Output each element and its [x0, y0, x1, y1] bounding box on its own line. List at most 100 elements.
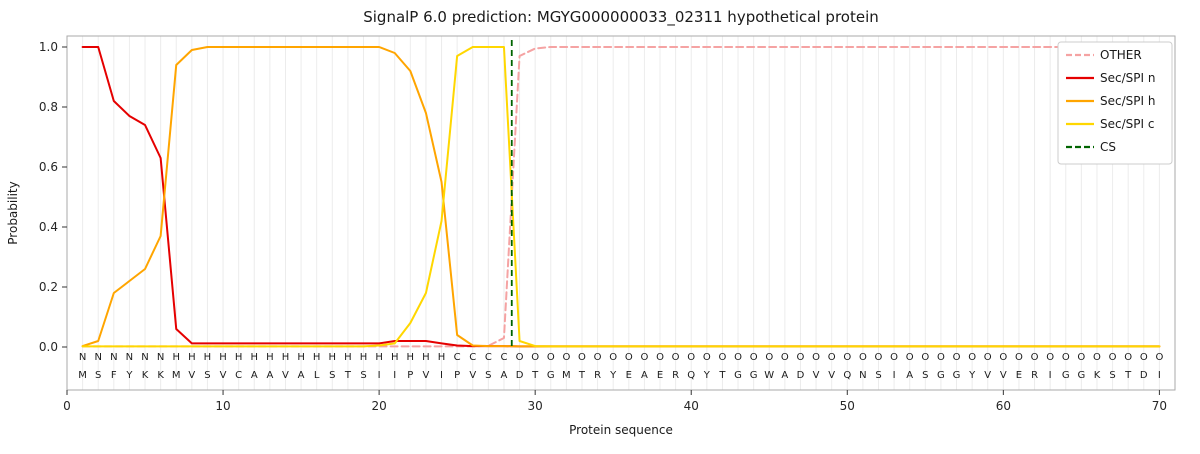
region-label: O [859, 352, 867, 363]
region-label: O [797, 352, 805, 363]
region-label: H [344, 352, 352, 363]
residue-letter: A [251, 370, 258, 381]
region-label: O [1093, 352, 1101, 363]
residue-letter: P [407, 370, 413, 381]
region-label: O [734, 352, 742, 363]
legend-label: OTHER [1100, 48, 1142, 62]
region-label: O [1031, 352, 1039, 363]
region-label: H [219, 352, 227, 363]
residue-letter: R [594, 370, 601, 381]
residue-letter: D [797, 370, 805, 381]
residue-letter: S [360, 370, 366, 381]
region-label: O [890, 352, 898, 363]
region-label: H [172, 352, 180, 363]
region-label: O [984, 352, 992, 363]
y-tick-label: 0.8 [39, 100, 58, 114]
plot-frame [66, 35, 1176, 391]
x-axis-ticks: 0 10 20 30 40 50 60 70 [63, 390, 1167, 413]
legend-label: Sec/SPI n [1100, 71, 1155, 85]
region-label: O [516, 352, 524, 363]
region-label: O [1140, 352, 1148, 363]
region-label: H [375, 352, 383, 363]
region-label: O [656, 352, 664, 363]
region-label: C [500, 352, 507, 363]
residue-letter: T [531, 370, 539, 381]
residue-letter: V [813, 370, 820, 381]
y-axis-ticks: 0.0 0.2 0.4 0.6 0.8 1.0 [39, 40, 67, 354]
region-label: O [1155, 352, 1163, 363]
residue-letter: S [1109, 370, 1115, 381]
residue-letter: G [750, 370, 758, 381]
residue-letter: S [329, 370, 335, 381]
x-tick-label: 0 [63, 399, 71, 413]
residue-letter: E [657, 370, 663, 381]
region-label: H [360, 352, 368, 363]
region-label: O [687, 352, 695, 363]
region-label: O [968, 352, 976, 363]
residue-letter: M [562, 370, 571, 381]
residue-letter: W [764, 370, 774, 381]
region-label: N [79, 352, 86, 363]
residue-letter: A [906, 370, 913, 381]
residue-letter: E [1016, 370, 1022, 381]
y-tick-label: 1.0 [39, 40, 58, 54]
legend-label: Sec/SPI c [1100, 117, 1154, 131]
residue-letter: V [469, 370, 476, 381]
region-label: O [765, 352, 773, 363]
residue-letter: I [893, 370, 896, 381]
residue-letter: N [859, 370, 866, 381]
x-axis-label: Protein sequence [569, 423, 673, 437]
region-label: O [843, 352, 851, 363]
residue-letter: D [1140, 370, 1148, 381]
legend-box [1057, 41, 1173, 165]
legend: OTHER Sec/SPI n Sec/SPI h Sec/SPI c CS [1057, 41, 1173, 165]
region-label: N [110, 352, 117, 363]
region-label: O [1015, 352, 1023, 363]
region-label: N [126, 352, 133, 363]
series-line-other [81, 46, 1161, 348]
region-label: N [94, 352, 101, 363]
chart-title: SignalP 6.0 prediction: MGYG000000033_02… [363, 8, 879, 27]
region-label: O [781, 352, 789, 363]
region-label: H [188, 352, 196, 363]
region-label: C [469, 352, 476, 363]
x-tick-label: 10 [215, 399, 230, 413]
region-label: C [485, 352, 492, 363]
region-label: H [251, 352, 259, 363]
region-label: O [640, 352, 648, 363]
region-label: O [609, 352, 617, 363]
region-label: H [329, 352, 337, 363]
residue-letter: G [734, 370, 742, 381]
region-label: H [266, 352, 274, 363]
region-label: O [1077, 352, 1085, 363]
region-label: O [999, 352, 1007, 363]
region-label: H [407, 352, 415, 363]
residue-letter: G [953, 370, 961, 381]
region-label: N [141, 352, 148, 363]
x-tick-label: 20 [371, 399, 386, 413]
y-tick-label: 0.6 [39, 160, 58, 174]
residue-letter: Q [687, 370, 695, 381]
x-tick-label: 40 [684, 399, 699, 413]
region-label: H [235, 352, 243, 363]
region-label: H [438, 352, 446, 363]
residue-letter: Q [843, 370, 851, 381]
residue-letter: I [393, 370, 396, 381]
residue-letter: Y [125, 370, 133, 381]
region-label: O [937, 352, 945, 363]
residue-letter: I [378, 370, 381, 381]
region-label: O [594, 352, 602, 363]
residue-letter: I [440, 370, 443, 381]
residue-letter: P [454, 370, 460, 381]
residue-letter: M [172, 370, 181, 381]
region-label: H [391, 352, 399, 363]
residue-letter: G [1062, 370, 1070, 381]
x-tick-label: 60 [996, 399, 1011, 413]
region-label: O [812, 352, 820, 363]
region-label: N [157, 352, 164, 363]
region-label: H [204, 352, 212, 363]
region-label: H [422, 352, 430, 363]
